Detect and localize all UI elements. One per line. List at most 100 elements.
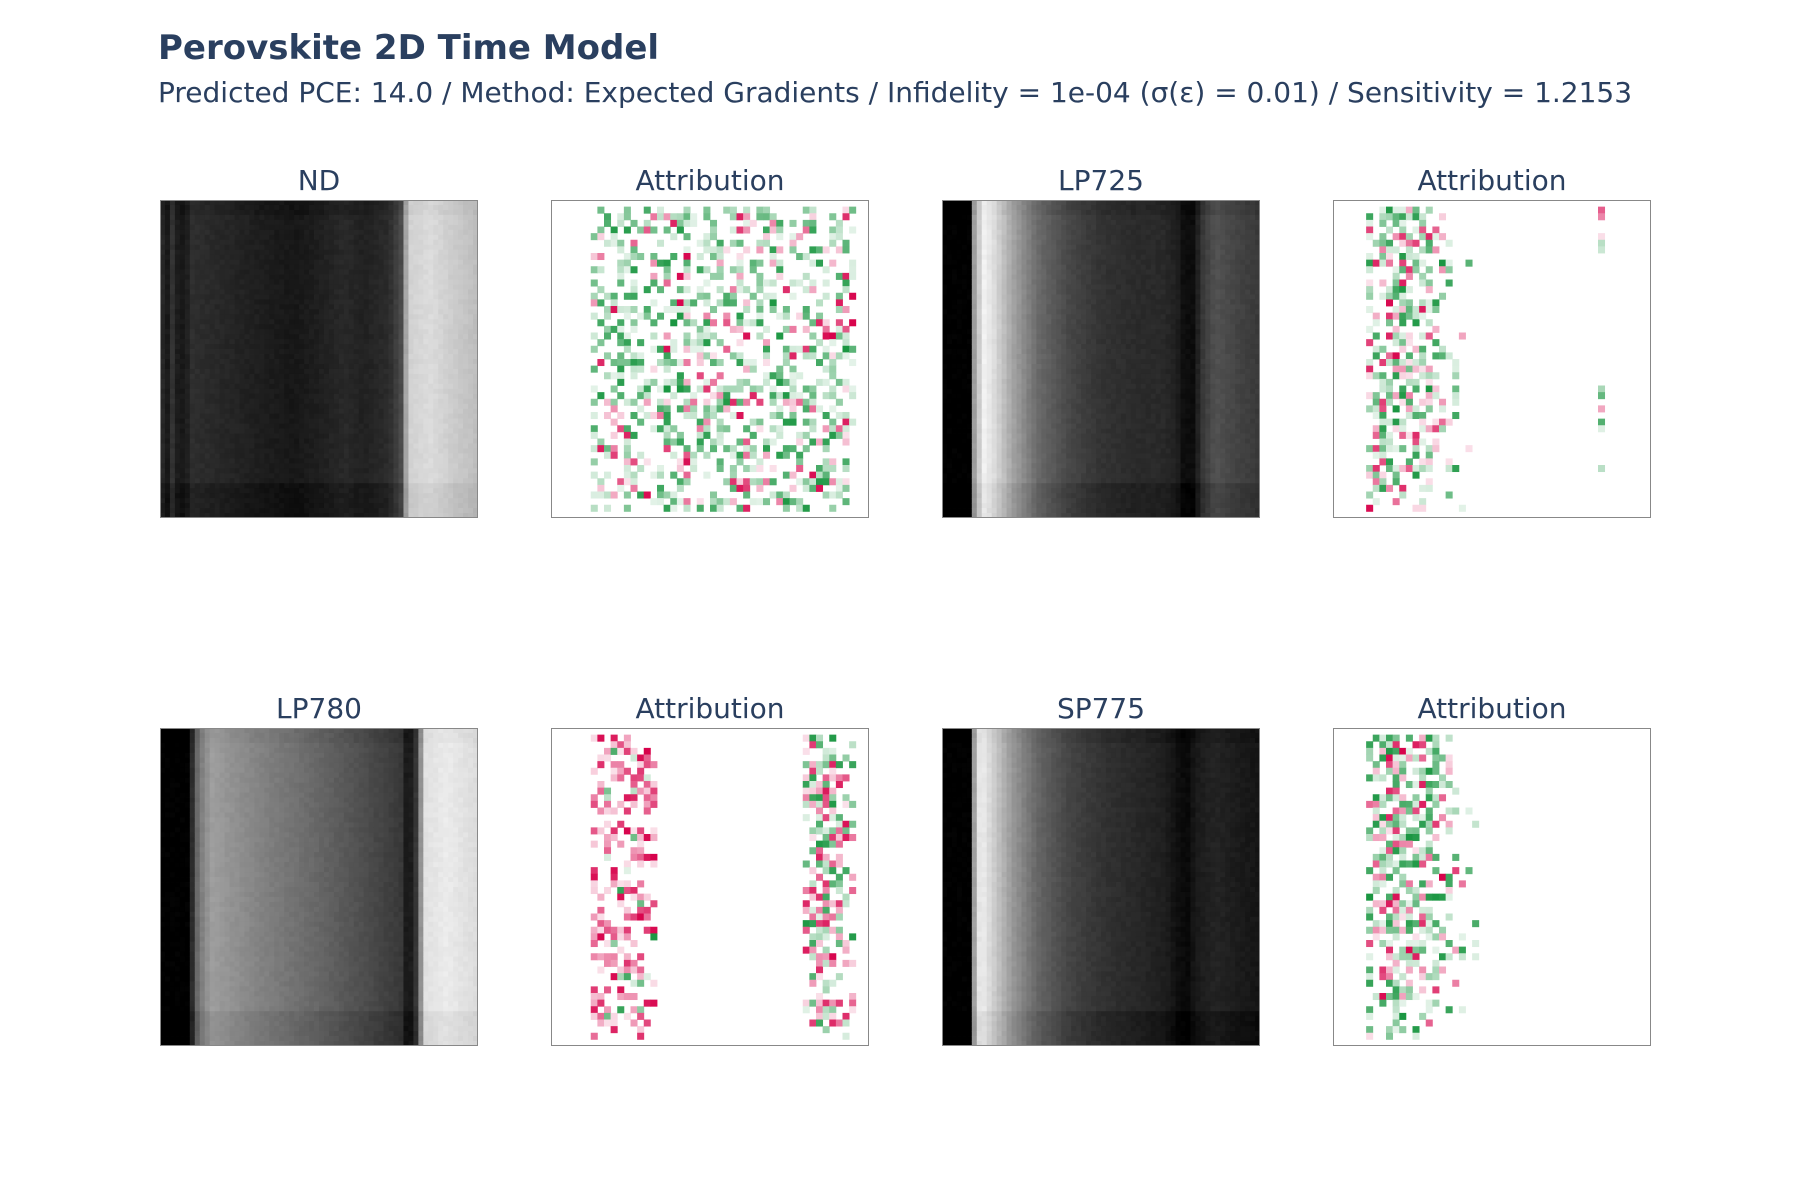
heatmap-cell — [403, 468, 409, 474]
heatmap-cell — [343, 438, 350, 444]
attribution-cell — [716, 372, 724, 380]
attribution-cell — [782, 392, 790, 400]
heatmap-cell — [328, 314, 335, 320]
attribution-cell — [610, 292, 618, 300]
attribution-cell — [763, 325, 771, 333]
heatmap-cell — [179, 443, 186, 449]
heatmap-cell — [299, 334, 305, 340]
heatmap-cell — [946, 373, 953, 380]
heatmap-cell — [309, 359, 315, 365]
heatmap-cell — [314, 254, 320, 261]
heatmap-cell — [348, 204, 355, 211]
heatmap-cell — [234, 448, 240, 454]
attribution-cell — [637, 418, 645, 426]
heatmap-cell — [164, 224, 171, 231]
heatmap-cell — [418, 433, 424, 439]
attribution-cell — [835, 378, 843, 386]
attribution-cell — [756, 465, 764, 473]
heatmap-cell — [368, 259, 375, 265]
heatmap-cell — [204, 324, 211, 330]
heatmap-cell — [418, 319, 424, 325]
heatmap-cell — [269, 294, 275, 300]
heatmap-cell — [343, 383, 350, 390]
heatmap-cell — [383, 498, 389, 504]
heatmap-cell — [184, 214, 191, 221]
heatmap-cell — [174, 508, 181, 514]
attribution-cell — [650, 253, 658, 261]
heatmap-cell — [184, 453, 191, 459]
heatmap-cell — [299, 229, 305, 236]
heatmap-cell — [284, 408, 290, 415]
heatmap-cell — [423, 388, 429, 395]
attribution-cell — [617, 365, 625, 373]
heatmap-cell — [279, 249, 285, 256]
heatmap-cell — [373, 443, 380, 449]
heatmap-cell — [443, 269, 449, 275]
heatmap-cell — [304, 224, 310, 231]
heatmap-cell — [942, 269, 948, 275]
heatmap-cell — [378, 498, 384, 504]
heatmap-cell — [942, 503, 948, 509]
heatmap-cell — [443, 428, 449, 434]
heatmap-cell — [319, 244, 325, 251]
heatmap-cell — [453, 200, 459, 206]
heatmap-cell — [284, 513, 290, 518]
heatmap-cell — [219, 204, 225, 211]
heatmap-cell — [388, 299, 394, 305]
heatmap-cell — [299, 388, 305, 395]
heatmap-cell — [244, 239, 250, 246]
heatmap-cell — [189, 259, 196, 265]
heatmap-cell — [448, 289, 454, 295]
heatmap-cell — [239, 359, 245, 365]
heatmap-cell — [328, 413, 335, 420]
heatmap-cell — [373, 284, 380, 290]
heatmap-cell — [264, 319, 270, 325]
heatmap-cell — [184, 354, 191, 360]
heatmap-cell — [284, 224, 290, 231]
heatmap-cell — [453, 259, 459, 265]
heatmap-cell — [403, 354, 409, 360]
heatmap-cell — [418, 324, 424, 330]
attribution-cell — [809, 219, 817, 227]
heatmap-cell — [244, 344, 250, 350]
heatmap-cell — [214, 508, 221, 514]
heatmap-cell — [383, 413, 389, 420]
heatmap-cell — [378, 224, 384, 231]
heatmap-cell — [269, 498, 275, 504]
heatmap-cell — [423, 458, 429, 464]
heatmap-cell — [314, 239, 320, 246]
heatmap-cell — [468, 324, 474, 330]
heatmap-cell — [463, 383, 469, 390]
attribution-cell — [696, 253, 704, 261]
heatmap-cell — [453, 209, 459, 216]
heatmap-cell — [343, 463, 350, 469]
attribution-cell — [696, 504, 704, 512]
heatmap-cell — [942, 329, 948, 335]
heatmap-cell — [393, 368, 399, 375]
heatmap-cell — [418, 428, 424, 434]
heatmap-cell — [209, 398, 216, 405]
heatmap-cell — [333, 214, 340, 221]
heatmap-cell — [214, 478, 221, 484]
heatmap-cell — [199, 339, 206, 345]
heatmap-cell — [453, 319, 459, 325]
heatmap-cell — [338, 289, 345, 295]
attribution-cell — [756, 206, 764, 214]
heatmap-cell — [323, 264, 330, 270]
heatmap-cell — [194, 498, 201, 504]
heatmap-cell — [194, 463, 201, 469]
heatmap-cell — [383, 373, 389, 380]
heatmap-cell — [160, 388, 166, 395]
attribution-cell — [809, 405, 817, 413]
heatmap-cell — [264, 254, 270, 261]
attribution-cell — [630, 239, 638, 247]
attribution-cell — [849, 206, 857, 214]
heatmap-cell — [363, 264, 370, 270]
heatmap-cell — [259, 373, 265, 380]
heatmap-cell — [333, 413, 340, 420]
heatmap-cell — [378, 373, 384, 380]
attribution-cell — [729, 213, 737, 221]
heatmap-cell — [194, 354, 201, 360]
heatmap-cell — [279, 503, 285, 509]
heatmap-cell — [274, 319, 280, 325]
